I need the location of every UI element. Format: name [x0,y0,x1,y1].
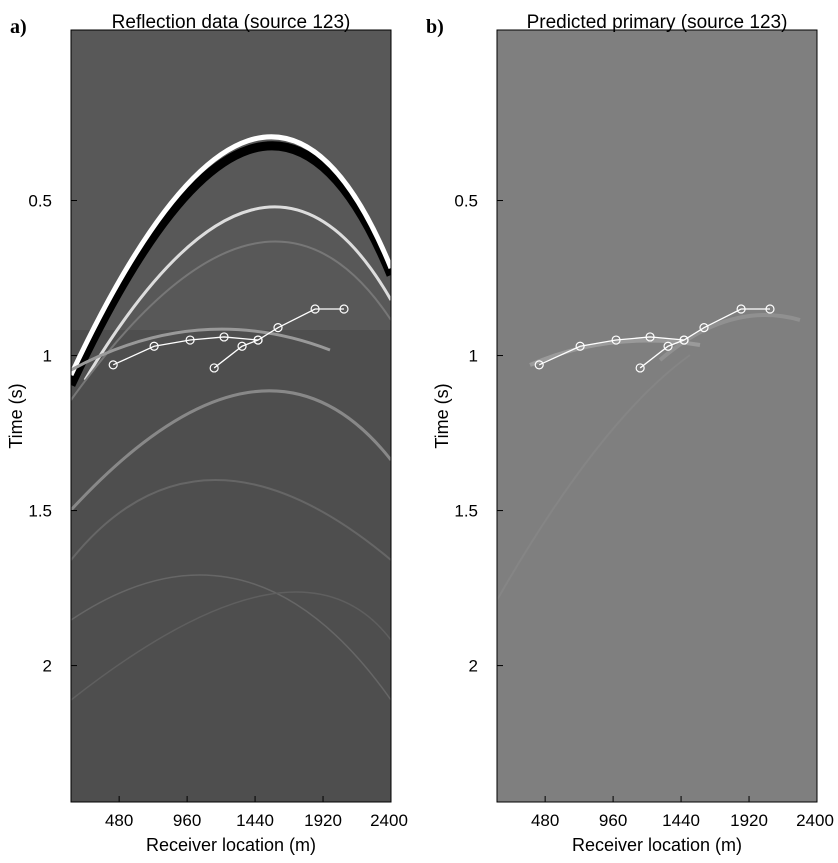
pick-point [185,335,195,345]
pick-point [635,363,645,373]
pick-curve [639,308,770,369]
x-axis-label: Receiver location (m) [572,835,742,855]
chart-title: Reflection data (source 123) [112,12,351,33]
pick-point [534,360,544,370]
seismic-image [71,30,391,802]
axes-frame [70,29,392,803]
x-tick-label: 480 [531,811,559,830]
x-tick-label: 960 [599,811,627,830]
pick-point [736,304,746,314]
panel-label: b) [426,16,444,38]
y-tick-label: 2 [469,657,478,676]
y-tick-label: 1 [43,347,52,366]
x-axis-label: Receiver location (m) [146,835,316,855]
pick-curve [213,308,344,369]
x-tick-label: 480 [105,811,133,830]
y-tick-label: 0.5 [28,192,52,211]
pick-point [575,341,585,351]
pick-point [645,332,655,342]
x-tick-label: 1920 [304,811,342,830]
pick-point [273,323,283,333]
pick-point [209,363,219,373]
pick-curve [112,336,259,366]
pick-point [253,335,263,345]
x-tick-label: 1920 [730,811,768,830]
chart-title: Predicted primary (source 123) [527,12,788,33]
pick-point [679,335,689,345]
pick-point [765,304,775,314]
y-tick-label: 1.5 [454,502,478,521]
y-tick-label: 1.5 [28,502,52,521]
pick-point [339,304,349,314]
seismic-image [497,30,817,802]
x-tick-label: 2400 [370,811,408,830]
x-tick-label: 1440 [236,811,274,830]
x-tick-label: 2400 [796,811,834,830]
pick-point [310,304,320,314]
pick-point [108,360,118,370]
y-tick-label: 1 [469,347,478,366]
x-tick-label: 960 [173,811,201,830]
pick-point [663,341,673,351]
axes-frame [496,29,818,803]
y-axis-label: Time (s) [6,383,26,448]
y-tick-label: 2 [43,657,52,676]
y-axis-label: Time (s) [432,383,452,448]
y-tick-label: 0.5 [454,192,478,211]
pick-point [611,335,621,345]
x-tick-label: 1440 [662,811,700,830]
pick-point [219,332,229,342]
pick-point [237,341,247,351]
pick-point [149,341,159,351]
pick-curve [538,336,685,366]
panel-label: a) [10,16,27,38]
pick-point [699,323,709,333]
